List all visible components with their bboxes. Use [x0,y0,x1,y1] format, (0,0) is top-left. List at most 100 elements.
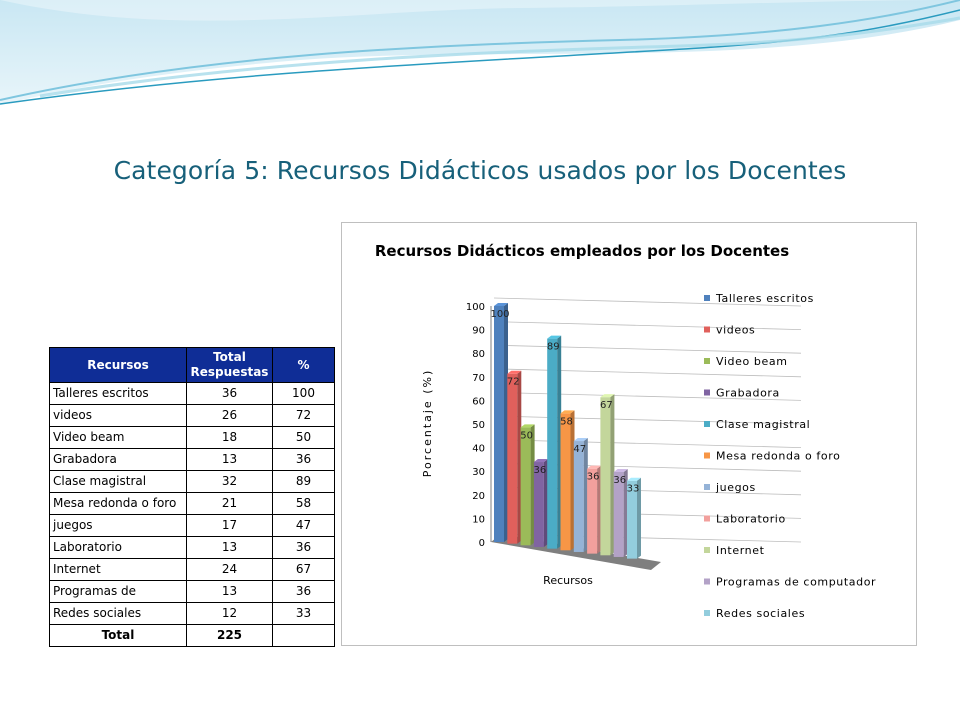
cell-recurso: Laboratorio [49,536,187,559]
bar-side [610,394,615,556]
cell-percent: 36 [272,448,335,471]
legend-label: videos [716,324,755,337]
gridline [493,392,802,401]
legend-swatch [704,484,710,490]
bar [627,477,641,559]
table-row: Talleres escritos 36 100 [49,382,335,405]
bar-side [597,465,602,554]
bar-top [560,410,575,414]
bar-top [547,335,562,339]
bar-side [557,335,562,549]
y-tick-label: 0 [479,538,485,549]
cell-percent: 67 [272,558,335,581]
y-tick-label: 10 [472,514,485,525]
legend-label: Laboratorio [716,513,786,526]
bar-top [613,469,628,473]
cell-total: 13 [186,448,273,471]
bar-side [570,410,575,551]
legend-item: Laboratorio [704,513,786,526]
table-body: Talleres escritos 36 100 videos 26 72 Video be… [49,382,335,625]
data-label: 36 [587,472,600,483]
cell-recurso: Internet [49,558,187,581]
footer-total: 225 [186,624,273,647]
y-axis-label: Porcentaje (%) [421,369,434,477]
bar-side [623,469,628,557]
bar-top [494,303,508,306]
decorative-wave-banner [0,0,960,105]
legend-item: videos [704,324,755,337]
bar-side [517,370,522,544]
legend-label: Video beam [716,355,788,368]
cell-percent: 100 [272,382,335,405]
data-label: 36 [534,465,547,476]
bar-top [627,477,641,481]
bar [560,410,575,551]
cell-recurso: Grabadora [49,448,187,471]
y-tick-label: 100 [466,302,485,313]
bar [573,438,588,552]
bar [587,465,602,554]
y-tick-label: 80 [472,349,485,360]
bar [507,370,522,544]
legend-swatch [704,515,710,522]
bar [520,424,535,546]
legend-label: Programas de computador [716,576,876,589]
y-tick-label: 90 [472,326,485,337]
data-label: 47 [573,444,586,455]
bar-front [520,427,531,546]
data-label: 72 [507,377,520,388]
bar-side [543,459,548,547]
gridline [493,321,802,330]
cell-percent: 36 [272,536,335,559]
table-row: Grabadora 13 36 [49,448,335,471]
y-tick-label: 50 [472,420,485,431]
bar-front [587,468,598,554]
cell-percent: 50 [272,426,335,449]
bar-top [600,394,615,398]
cell-total: 36 [186,382,273,405]
bar-top [507,370,522,374]
bar-top [573,438,588,442]
y-tick-label: 30 [472,467,485,478]
data-label: 58 [560,416,573,427]
bar-front [494,306,504,542]
bar-front [560,413,571,551]
bar [600,394,615,556]
bar-side [637,477,641,559]
table-row: Video beam 18 50 [49,426,335,449]
cell-recurso: Talleres escritos [49,382,187,405]
chart-panel: Recursos Didácticos empleados por los Do… [341,222,917,646]
cell-total: 13 [186,536,273,559]
cell-total: 17 [186,514,273,537]
cell-total: 24 [186,558,273,581]
bar [547,335,562,549]
y-tick-label: 40 [472,444,485,455]
legend-item: Talleres escritos [704,292,813,305]
table-row: juegos 17 47 [49,514,335,537]
data-label: 67 [600,400,613,411]
cell-total: 32 [186,470,273,493]
bar-front [613,472,624,557]
table-row: Redes sociales 12 33 [49,602,335,625]
legend-item: Mesa redonda o foro [704,450,840,463]
legend-swatch [704,547,710,553]
legend-item: Programas de computador [704,576,876,589]
bar-top [587,465,602,469]
legend-label: Clase magistral [716,418,810,431]
table-header-row: Recursos Total Respuestas % [49,347,335,383]
y-tick-label: 70 [472,373,485,384]
cell-recurso: videos [49,404,187,427]
footer-percent [272,624,335,647]
data-label: 33 [627,484,640,495]
cell-recurso: Video beam [49,426,187,449]
legend-swatch [704,578,710,585]
gridline [493,344,802,354]
footer-label: Total [49,624,187,647]
bar-chart: Recursos Didácticos empleados por los Do… [375,242,876,620]
table-row: Clase magistral 32 89 [49,470,335,493]
table-row: Laboratorio 13 36 [49,536,335,559]
bar [494,303,508,542]
bar-top [533,459,548,463]
cell-percent: 36 [272,580,335,603]
gridline [493,297,802,307]
